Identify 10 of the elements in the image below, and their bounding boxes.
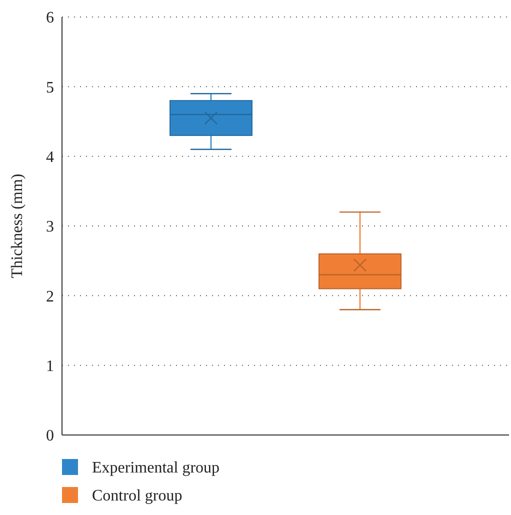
y-tick-label: 5 — [46, 79, 54, 96]
y-tick-label: 1 — [46, 358, 54, 375]
y-axis-title: Thickness (mm) — [9, 174, 26, 278]
y-tick-label: 3 — [46, 218, 54, 236]
y-tick-label: 2 — [46, 288, 54, 306]
y-tick-label: 0 — [46, 428, 54, 445]
legend-label: Experimental group — [92, 460, 220, 477]
legend-label: Control group — [92, 488, 182, 505]
y-tick-label: 6 — [46, 10, 54, 27]
y-tick-label: 4 — [46, 148, 54, 166]
